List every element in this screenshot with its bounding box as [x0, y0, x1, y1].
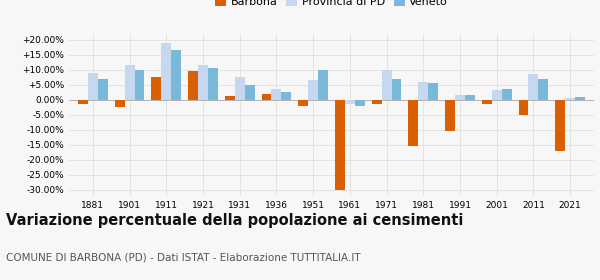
Bar [125, 65, 134, 100]
Bar [465, 95, 475, 100]
Bar [502, 89, 512, 100]
Bar [134, 70, 145, 100]
Bar [335, 100, 345, 190]
Bar [225, 96, 235, 100]
Bar [78, 100, 88, 104]
Bar [565, 98, 575, 100]
Bar [98, 79, 108, 100]
Bar [281, 92, 291, 100]
Bar [555, 100, 565, 151]
Bar [409, 100, 418, 146]
Bar [518, 100, 529, 115]
Bar [445, 100, 455, 131]
Bar [188, 71, 198, 100]
Bar [161, 43, 171, 100]
Bar [575, 97, 585, 100]
Bar [372, 100, 382, 104]
Bar [392, 79, 401, 100]
Legend: Barbona, Provincia di PD, Veneto: Barbona, Provincia di PD, Veneto [212, 0, 451, 9]
Bar [115, 100, 125, 107]
Text: Variazione percentuale della popolazione ai censimenti: Variazione percentuale della popolazione… [6, 213, 463, 228]
Bar [198, 65, 208, 100]
Bar [308, 80, 318, 100]
Bar [455, 95, 465, 100]
Bar [529, 74, 538, 100]
Bar [428, 83, 438, 100]
Bar [538, 79, 548, 100]
Bar [235, 77, 245, 100]
Bar [262, 94, 271, 100]
Bar [318, 70, 328, 100]
Bar [171, 50, 181, 100]
Bar [208, 68, 218, 100]
Text: COMUNE DI BARBONA (PD) - Dati ISTAT - Elaborazione TUTTITALIA.IT: COMUNE DI BARBONA (PD) - Dati ISTAT - El… [6, 252, 361, 262]
Bar [482, 100, 492, 104]
Bar [88, 73, 98, 100]
Bar [355, 100, 365, 106]
Bar [345, 100, 355, 104]
Bar [151, 77, 161, 100]
Bar [418, 82, 428, 100]
Bar [298, 100, 308, 106]
Bar [382, 70, 392, 100]
Bar [271, 89, 281, 100]
Bar [245, 85, 254, 100]
Bar [492, 90, 502, 100]
